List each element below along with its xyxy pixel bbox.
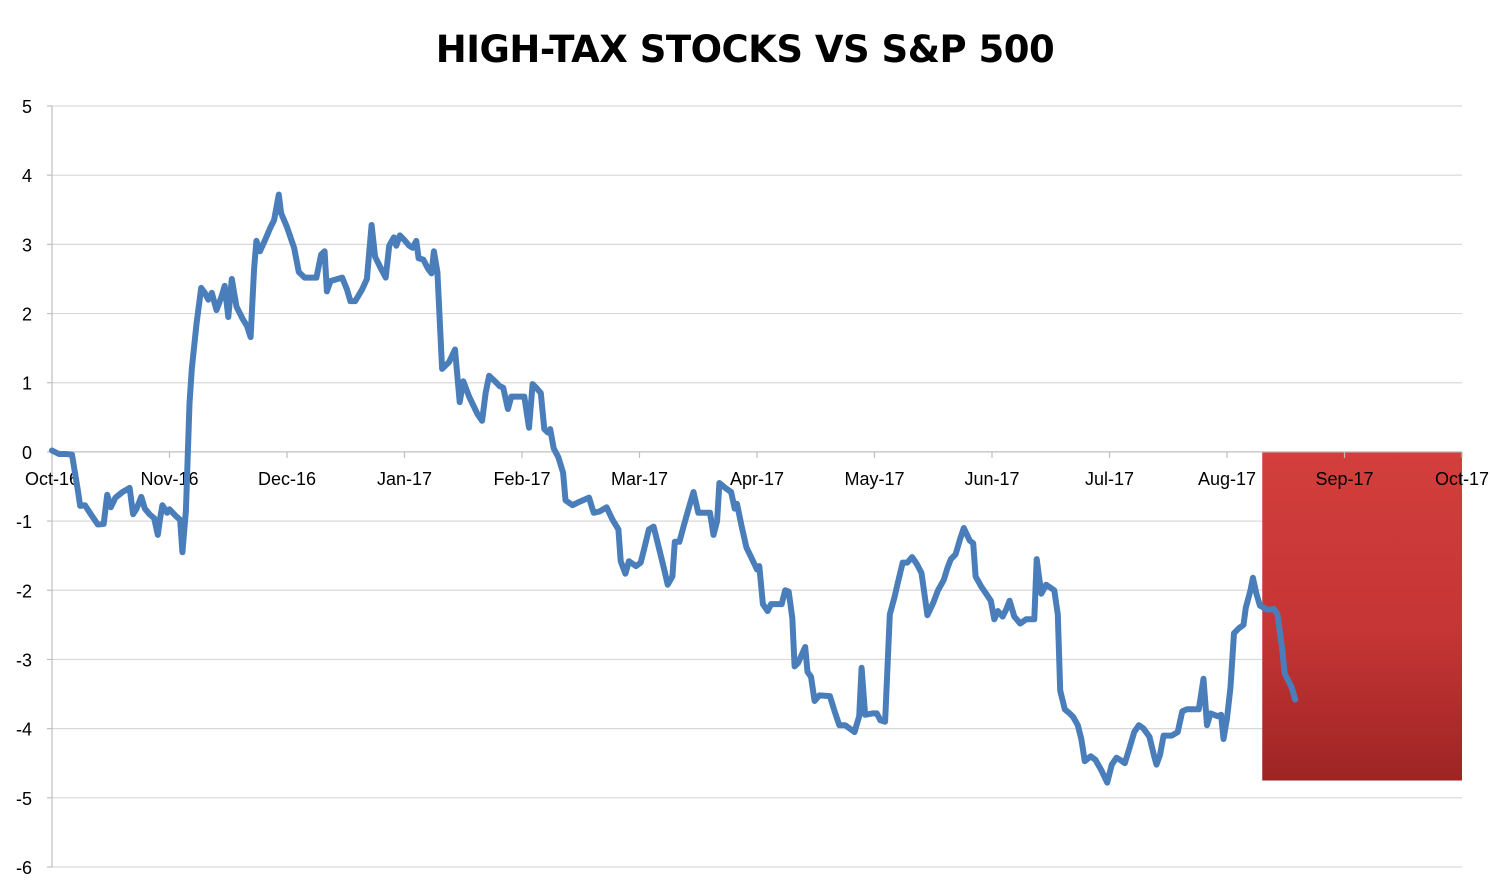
- x-tick-label: Mar-17: [611, 469, 668, 489]
- y-tick-label: 4: [22, 166, 32, 186]
- chart-title: HIGH-TAX STOCKS VS S&P 500: [435, 28, 1055, 71]
- x-tick-label: Jul-17: [1085, 469, 1134, 489]
- y-tick-label: -3: [16, 650, 32, 670]
- y-tick-label: -2: [16, 581, 32, 601]
- y-tick-label: 1: [22, 374, 32, 394]
- highlight-region-rect: [1262, 451, 1462, 781]
- series-line: [49, 191, 1299, 786]
- x-tick-label: Jan-17: [377, 469, 432, 489]
- y-axis-tick-labels: 5 4 3 2 1 0 -1 -2 -3 -4 -5 -6: [16, 97, 32, 878]
- series-layer: [49, 191, 1299, 786]
- y-tick-label: 5: [22, 97, 32, 117]
- x-tick-label: Dec-16: [258, 469, 316, 489]
- axes: [47, 105, 1463, 868]
- x-tick-label: Oct-16: [25, 469, 79, 489]
- grid-lines: [52, 105, 1462, 868]
- x-tick-label: Aug-17: [1198, 469, 1256, 489]
- y-tick-label: -4: [16, 720, 32, 740]
- y-tick-label: 2: [22, 305, 32, 325]
- y-tick-label: 3: [22, 235, 32, 255]
- x-tick-label: Sep-17: [1315, 469, 1373, 489]
- x-tick-label: Feb-17: [493, 469, 550, 489]
- x-tick-label: Oct-17: [1435, 469, 1489, 489]
- y-tick-label: -1: [16, 512, 32, 532]
- y-tick-label: 0: [22, 443, 32, 463]
- x-tick-label: Apr-17: [730, 469, 784, 489]
- y-tick-label: -5: [16, 789, 32, 809]
- x-tick-label: Jun-17: [964, 469, 1019, 489]
- x-tick-label: May-17: [844, 469, 904, 489]
- y-tick-label: -6: [16, 858, 32, 878]
- highlight-region: [1262, 451, 1462, 781]
